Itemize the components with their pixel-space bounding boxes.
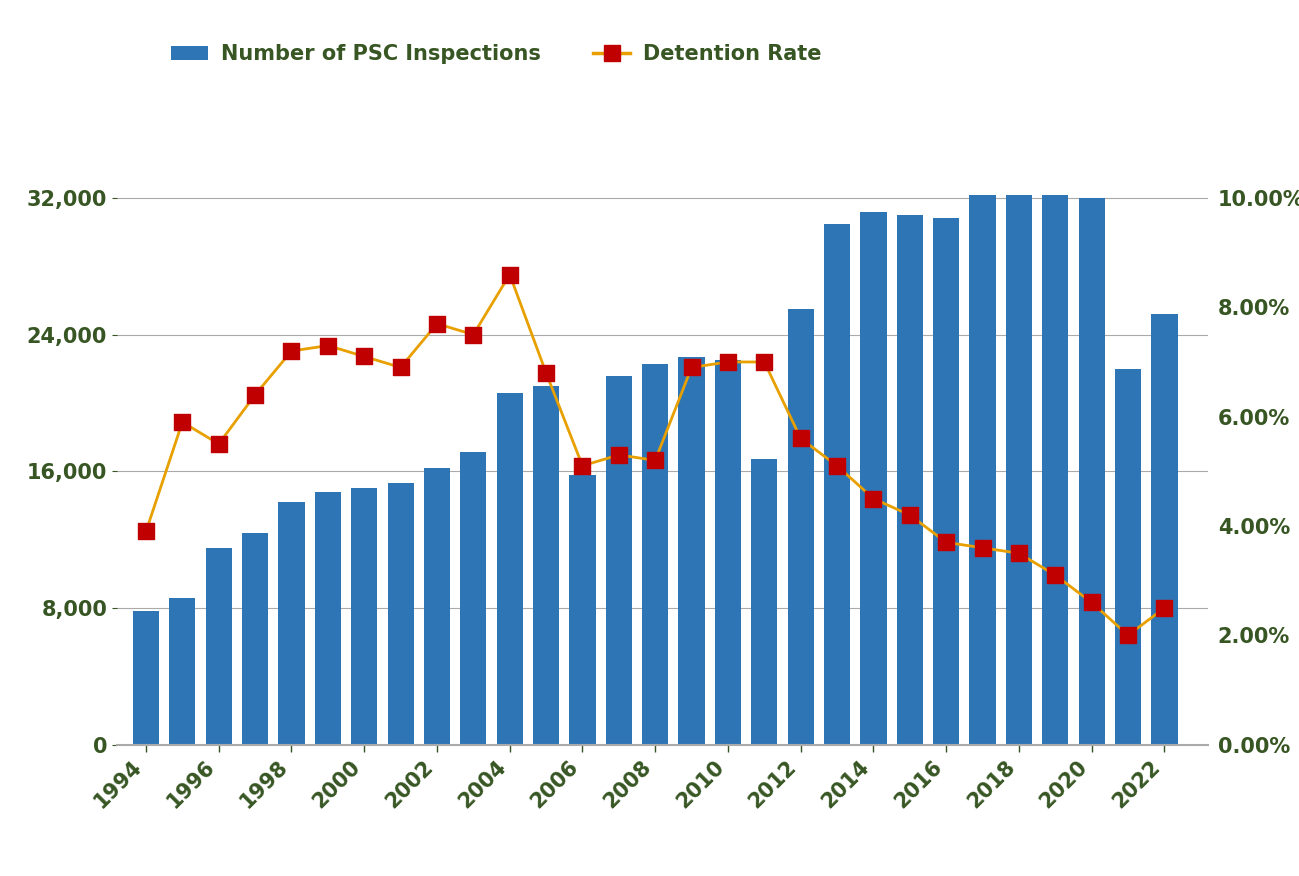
Point (826, 459, 847, 473)
Bar (787, 309, 813, 745)
Point (244, 388, 265, 402)
Bar (132, 611, 158, 745)
Point (353, 350, 374, 364)
Bar (678, 357, 704, 745)
Bar (569, 475, 595, 745)
Point (317, 338, 338, 352)
Point (935, 535, 956, 549)
Bar (205, 548, 231, 745)
Point (899, 508, 920, 522)
Bar (533, 385, 559, 745)
Point (208, 437, 229, 451)
Bar (824, 223, 850, 745)
Bar (1115, 369, 1141, 745)
Point (608, 448, 629, 462)
Bar (496, 392, 522, 745)
Point (681, 360, 701, 374)
Point (171, 415, 192, 429)
Bar (642, 364, 668, 745)
Point (462, 328, 483, 342)
Bar (605, 376, 631, 745)
Point (972, 540, 992, 555)
Point (863, 491, 883, 505)
Point (753, 355, 774, 369)
Point (499, 267, 520, 281)
Bar (169, 597, 195, 745)
Bar (896, 215, 922, 745)
Bar (387, 484, 413, 745)
Point (717, 355, 738, 369)
Bar (351, 488, 377, 745)
Point (644, 454, 665, 468)
Point (135, 525, 156, 539)
Bar (1005, 194, 1031, 745)
Point (1081, 596, 1102, 610)
Point (572, 459, 592, 473)
Bar (1042, 194, 1068, 745)
Legend: Number of PSC Inspections, Detention Rate: Number of PSC Inspections, Detention Rat… (171, 45, 821, 65)
Point (1154, 601, 1174, 615)
Bar (278, 502, 304, 745)
Point (1117, 628, 1138, 642)
Bar (969, 194, 995, 745)
Point (535, 366, 556, 380)
Bar (423, 468, 449, 745)
Bar (1078, 198, 1104, 745)
Bar (242, 533, 268, 745)
Point (426, 317, 447, 331)
Point (281, 344, 301, 358)
Bar (714, 360, 740, 745)
Bar (460, 453, 486, 745)
Point (1008, 547, 1029, 561)
Point (790, 432, 811, 446)
Bar (1151, 314, 1177, 745)
Bar (751, 459, 777, 745)
Point (390, 360, 410, 374)
Bar (860, 212, 886, 745)
Point (1044, 569, 1065, 583)
Bar (933, 218, 959, 745)
Bar (314, 491, 340, 745)
